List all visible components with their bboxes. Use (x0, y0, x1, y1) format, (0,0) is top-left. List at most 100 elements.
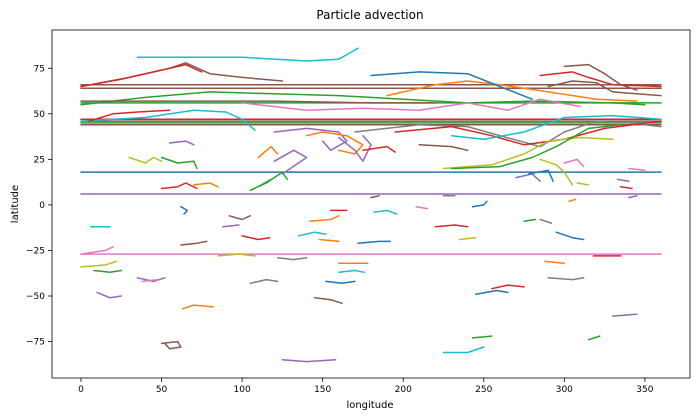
particle-track-48 (180, 205, 189, 215)
particle-track-71 (544, 260, 566, 264)
particle-track-72 (80, 246, 114, 255)
particle-track-26 (539, 71, 662, 88)
particle-track-93 (619, 185, 633, 190)
particle-track-84 (474, 289, 509, 295)
particle-track-94 (576, 182, 590, 186)
y-axis-ticks: −75 −50 −25 0 25 50 75 (26, 64, 52, 348)
x-axis-label: longitude (346, 400, 393, 411)
particle-track-24 (450, 123, 622, 170)
particle-track-13 (80, 91, 646, 106)
particle-track-91 (587, 335, 601, 341)
particle-track-53 (415, 205, 429, 210)
particle-track-16 (241, 98, 582, 111)
x-tick-label: 200 (395, 385, 412, 395)
chart-title: Particle advection (316, 8, 423, 22)
x-tick-label: 150 (314, 385, 331, 395)
particle-track-46 (628, 167, 646, 172)
particle-track-66 (458, 236, 477, 241)
particle-track-77 (249, 278, 279, 285)
y-tick-label: 0 (39, 201, 45, 211)
particle-track-22 (450, 114, 662, 141)
particle-track-61 (318, 238, 340, 243)
x-tick-label: 250 (475, 385, 492, 395)
x-tick-label: 50 (156, 385, 168, 395)
particle-track-83 (491, 284, 525, 290)
y-tick-label: 75 (34, 64, 45, 74)
particle-track-31 (273, 149, 308, 175)
particle-track-52 (373, 209, 398, 215)
particle-track-88 (281, 359, 337, 363)
particle-track-44 (528, 169, 554, 182)
particle-track-17 (80, 109, 256, 131)
particle-track-45 (563, 158, 585, 168)
particle-track-85 (547, 277, 585, 281)
particle-track-96 (628, 195, 638, 199)
particle-track-58 (180, 240, 208, 246)
particle-track-92 (616, 178, 630, 182)
particle-track-82 (181, 304, 214, 310)
particle-track-65 (434, 224, 469, 228)
particle-track-97 (568, 198, 577, 203)
particle-track-73 (80, 260, 118, 268)
particle-track-89 (471, 335, 493, 339)
particle-track-14 (386, 80, 638, 102)
particle-track-50 (309, 215, 340, 223)
particle-track-74 (93, 269, 123, 274)
particle-track-62 (276, 256, 308, 261)
particle-track-41 (418, 144, 469, 152)
particle-track-28 (273, 127, 348, 152)
particle-track-39 (168, 140, 195, 146)
particle-track-34 (257, 178, 272, 188)
particle-track-15 (370, 71, 533, 100)
particle-track-90 (442, 346, 485, 354)
x-tick-label: 0 (78, 385, 84, 395)
particle-track-43 (515, 173, 541, 182)
particle-track-40 (362, 145, 396, 153)
particle-track-42 (539, 158, 574, 186)
y-tick-label: 50 (34, 110, 46, 120)
particle-track-11 (80, 62, 284, 88)
particle-track-10 (136, 47, 359, 62)
particle-track-38 (193, 182, 219, 188)
particle-track-18 (88, 109, 171, 122)
x-tick-label: 100 (234, 385, 251, 395)
particle-track-29 (305, 131, 364, 155)
particle-track-21 (394, 120, 662, 146)
particle-track-79 (325, 280, 356, 285)
particle-track-60 (297, 231, 327, 237)
y-axis-label: latitude (10, 185, 21, 223)
particle-track-57 (241, 235, 271, 241)
particle-track-19 (80, 100, 437, 104)
particle-track-20 (354, 120, 662, 148)
particle-track-87 (160, 340, 182, 350)
x-tick-label: 300 (556, 385, 573, 395)
particle-track-12 (80, 63, 203, 88)
particle-track-56 (222, 224, 240, 228)
plot-frame (51, 29, 691, 379)
particle-track-78 (338, 269, 366, 274)
particle-track-75 (136, 277, 166, 283)
particle-track-25 (547, 80, 662, 97)
particle-track-86 (611, 313, 638, 317)
particle-track-35 (128, 156, 163, 164)
particle-track-30 (338, 134, 372, 162)
y-tick-label: −25 (26, 246, 45, 256)
y-tick-label: 25 (34, 155, 45, 165)
particle-track-95 (370, 195, 380, 199)
x-tick-label: 350 (636, 385, 653, 395)
particle-track-49 (228, 215, 251, 221)
particle-track-59 (217, 253, 256, 257)
particle-track-76 (141, 278, 160, 283)
y-tick-label: −75 (26, 338, 45, 348)
x-axis-ticks: 0 50 100 150 200 250 300 350 (78, 378, 654, 395)
particle-track-37 (160, 182, 198, 190)
particle-track-80 (96, 291, 123, 299)
particle-track-68 (539, 218, 553, 224)
particle-track-64 (357, 240, 392, 244)
particle-track-23 (442, 136, 614, 170)
particle-track-67 (523, 218, 537, 223)
series-layer (80, 47, 662, 363)
particle-track-54 (471, 200, 488, 208)
y-tick-label: −50 (26, 292, 45, 302)
